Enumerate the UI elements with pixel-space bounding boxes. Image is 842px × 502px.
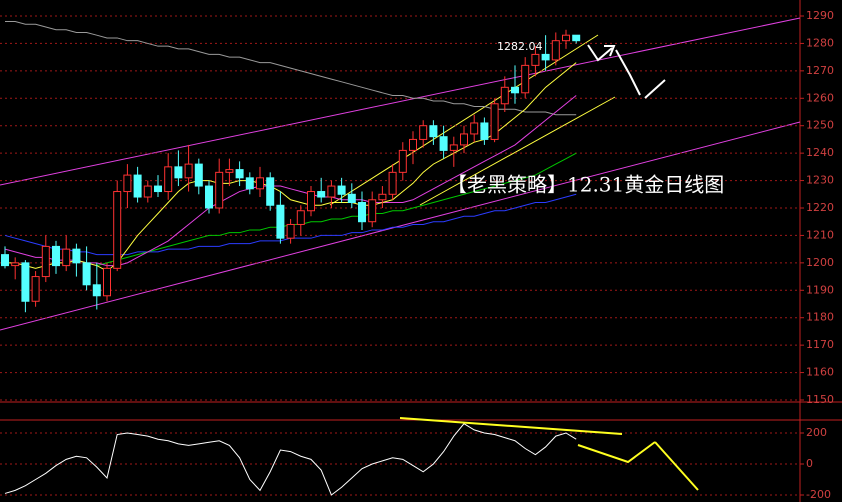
- candle-body: [31, 276, 40, 302]
- candle-body: [317, 191, 326, 198]
- candle-body: [460, 133, 468, 146]
- candle-body: [174, 166, 183, 179]
- candle-body: [52, 245, 60, 267]
- moving-average: [4, 95, 577, 267]
- y-tick-label: -200: [806, 488, 831, 501]
- y-tick-label: 1210: [806, 228, 834, 241]
- arrow: [604, 45, 616, 57]
- candle-body: [113, 191, 122, 269]
- candle-body: [541, 53, 550, 61]
- candle-body: [429, 125, 438, 138]
- y-tick-label: 1200: [806, 256, 834, 269]
- moving-average: [5, 62, 577, 272]
- candle-body: [307, 191, 315, 212]
- candle-body: [184, 163, 193, 179]
- annotation: 【老黑策略】12.31黄金日线图: [447, 173, 724, 197]
- y-tick-label: 1230: [806, 174, 834, 187]
- candle-body: [347, 193, 356, 204]
- y-tick-label: 1160: [806, 366, 834, 379]
- trend-line: [0, 17, 801, 186]
- divergence-arrows: [399, 417, 699, 491]
- candle-body: [358, 202, 366, 223]
- candle-body: [511, 86, 519, 94]
- candle-body: [123, 174, 132, 193]
- candle-body: [194, 163, 203, 187]
- candle-body: [143, 185, 152, 198]
- y-tick-label: 1250: [806, 119, 834, 132]
- y-tick-label: 1260: [806, 91, 834, 104]
- y-tick-label: 1170: [806, 338, 834, 351]
- candle-body: [562, 34, 570, 42]
- candle-body: [235, 169, 244, 179]
- moving-average: [5, 20, 577, 116]
- candle-body: [256, 177, 264, 190]
- candle-body: [92, 284, 101, 297]
- arrow: [587, 44, 613, 62]
- candle-body: [551, 40, 560, 61]
- candle-body: [531, 53, 540, 66]
- y-tick-label: 1270: [806, 64, 834, 77]
- candle-body: [266, 177, 275, 206]
- y-tick-label: 1290: [806, 9, 834, 22]
- candle-body: [276, 204, 285, 239]
- y-tick-label: 1190: [806, 283, 834, 296]
- candle-body: [368, 199, 377, 223]
- candle-body: [245, 177, 254, 190]
- candle-body: [439, 136, 448, 151]
- y-tick-label: 1150: [806, 393, 834, 406]
- candle-body: [398, 149, 407, 173]
- y-tick-label: 0: [806, 457, 813, 470]
- candle-body: [521, 64, 530, 94]
- trend-line: [419, 96, 616, 206]
- candle-body: [1, 254, 9, 267]
- candle-body: [164, 166, 173, 193]
- arrow: [654, 441, 699, 491]
- candle-body: [337, 185, 346, 195]
- candle-body: [154, 185, 162, 193]
- candle-body: [388, 171, 397, 195]
- candle-body: [11, 262, 20, 267]
- candle-body: [409, 138, 417, 151]
- candle-body: [327, 185, 336, 198]
- arrow: [399, 417, 623, 435]
- y-tick-label: 1280: [806, 36, 834, 49]
- forecast-arrows: [587, 44, 666, 99]
- candle-body: [72, 248, 81, 264]
- candle-body: [82, 262, 91, 286]
- arrow: [577, 441, 656, 464]
- candle-body: [480, 122, 489, 140]
- arrow: [615, 49, 641, 96]
- candle-body: [41, 245, 50, 278]
- indicator-line: [4, 423, 577, 496]
- candle-body: [133, 174, 142, 198]
- candle-body: [205, 185, 213, 209]
- candle-body: [449, 144, 458, 151]
- candle-body: [215, 171, 224, 209]
- candle-body: [572, 34, 581, 42]
- candle-body: [286, 223, 295, 239]
- trend-line: [329, 34, 599, 206]
- candle-body: [500, 86, 509, 105]
- moving-average: [96, 152, 577, 267]
- candle-body: [470, 122, 479, 135]
- price-label: 1282.04: [497, 40, 543, 53]
- trend-line: [0, 121, 801, 331]
- candle-body: [21, 262, 30, 302]
- y-tick-label: 1240: [806, 146, 834, 159]
- candle-body: [296, 210, 305, 225]
- candle-body: [490, 103, 499, 140]
- y-tick-label: 1220: [806, 201, 834, 214]
- candle-body: [225, 169, 234, 173]
- candle-body: [103, 267, 111, 297]
- candle-body: [62, 248, 71, 267]
- candle-body: [419, 125, 428, 140]
- y-tick-label: 200: [806, 426, 827, 439]
- arrow: [644, 79, 666, 99]
- candle-body: [378, 193, 387, 201]
- y-tick-label: 1180: [806, 311, 834, 324]
